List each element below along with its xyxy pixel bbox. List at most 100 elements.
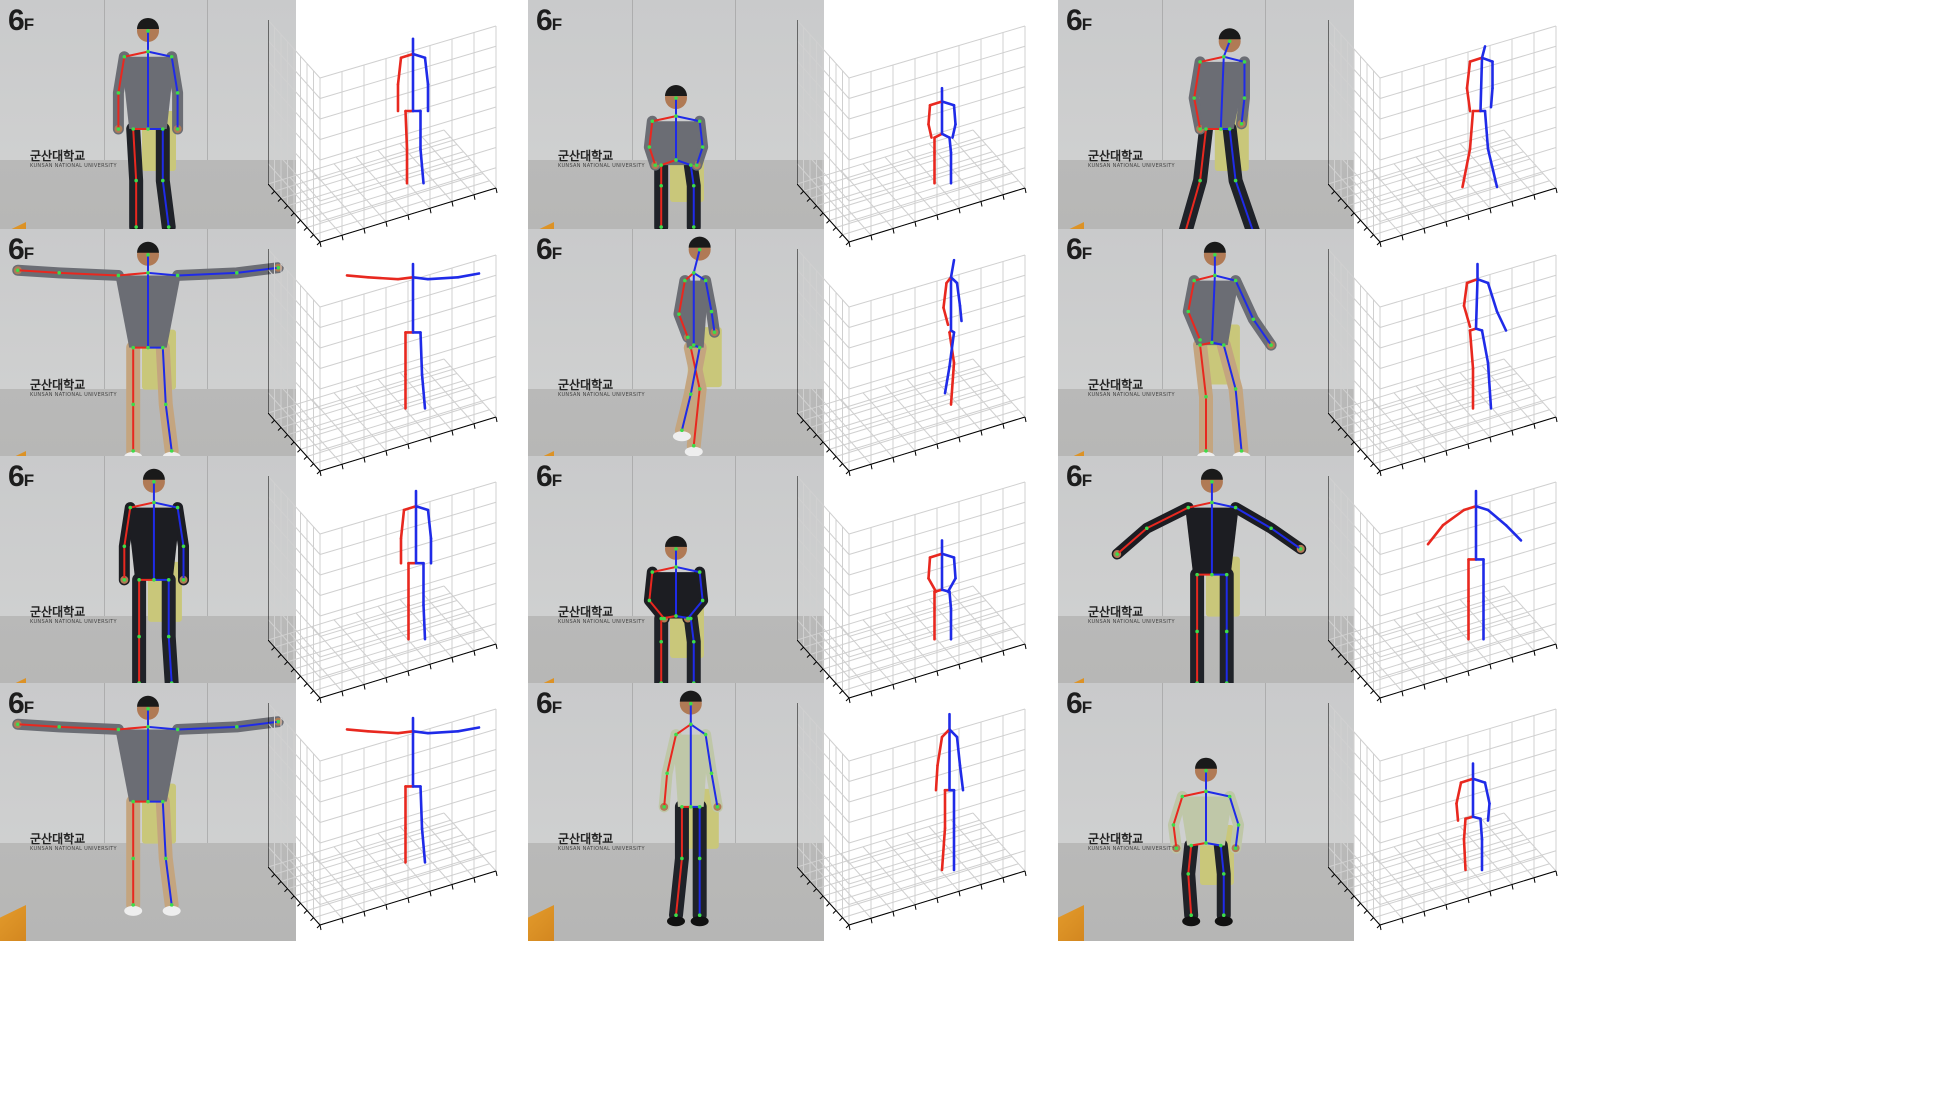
keypoint-dot — [123, 545, 127, 549]
keypoint-dot — [1198, 127, 1202, 131]
axis-tick — [959, 664, 960, 669]
floor-sign: 6F — [536, 6, 561, 40]
skeleton-3d-bone — [458, 274, 479, 278]
grid — [268, 703, 496, 925]
keypoint-dot — [1222, 343, 1226, 347]
skeleton-3d-bone — [406, 111, 408, 149]
axis-tick — [1345, 662, 1348, 665]
pose-3d-panel — [1328, 6, 1624, 264]
axis-tick — [833, 228, 836, 231]
skeleton-3d-bone — [428, 277, 458, 279]
axis-tick — [298, 676, 301, 679]
axis-tick — [1332, 191, 1335, 194]
keypoint-dot — [57, 271, 61, 275]
axis-tick — [430, 664, 431, 669]
pose-3d-panel — [268, 235, 564, 493]
axis-tick — [1424, 229, 1425, 234]
keypoint-dot — [1234, 387, 1238, 391]
keypoint-dot — [1225, 630, 1229, 634]
skeleton-3d-bone — [416, 506, 428, 510]
axis-tick — [1468, 898, 1469, 903]
person-hair — [137, 696, 159, 707]
keypoint-dot — [134, 179, 138, 183]
keypoint-dot — [137, 578, 141, 582]
keypoint-dot — [176, 91, 180, 95]
keypoint-dot — [710, 310, 714, 314]
axis-tick — [1358, 903, 1361, 906]
axis-tick — [474, 878, 475, 883]
skeleton-3d-bone — [944, 308, 949, 325]
pose-3d-plot — [268, 462, 564, 720]
keypoint-dot — [653, 163, 657, 167]
keypoint-dot — [146, 50, 150, 54]
person-photo: 6F 군산대학교 KUNSAN NATIONAL UNIVERSITY — [1058, 683, 1354, 941]
axis-tick — [959, 437, 960, 442]
axis-tick — [386, 905, 387, 910]
floor-sign: 6F — [8, 6, 33, 40]
skeleton-3d-bone — [422, 828, 425, 862]
axis-tick — [452, 431, 453, 436]
person-photo-graphic — [528, 0, 824, 258]
axis-tick — [278, 428, 281, 431]
keypoint-dot — [1240, 122, 1244, 126]
university-logo-subtitle: KUNSAN NATIONAL UNIVERSITY — [558, 163, 645, 169]
keypoint-dot — [1204, 841, 1208, 845]
axis-tick — [893, 912, 894, 917]
axis-tick — [430, 891, 431, 896]
keypoint-dot — [674, 547, 678, 551]
keypoint-dot — [117, 274, 121, 278]
floor-sign-letter: F — [552, 244, 561, 263]
keypoint-dot — [710, 772, 714, 776]
keypoint-dot — [686, 336, 690, 340]
axis-tick — [278, 655, 281, 658]
person-hair — [143, 469, 165, 480]
skeleton-3d-bone — [398, 277, 413, 279]
grid — [1328, 703, 1556, 925]
floor-sign-number: 6 — [1066, 233, 1082, 266]
skeleton-3d-bone — [368, 731, 398, 733]
axis-tick — [1424, 912, 1425, 917]
axis-tick — [814, 206, 817, 209]
keypoint-dot — [1222, 872, 1226, 876]
keypoint-dot — [131, 903, 135, 907]
axis-tick — [496, 871, 497, 876]
keypoint-dot — [1195, 630, 1199, 634]
axis-tick — [304, 911, 307, 914]
keypoint-dot — [716, 805, 720, 809]
skeleton-3d-bone — [936, 766, 938, 791]
axis-tick — [1468, 215, 1469, 220]
axis-tick — [820, 896, 823, 899]
axis-tick — [1490, 664, 1491, 669]
keypoint-dot — [146, 253, 150, 257]
keypoint-dot — [137, 635, 141, 639]
keypoint-dot — [665, 772, 669, 776]
keypoint-dot — [146, 346, 150, 350]
axis-tick — [1468, 444, 1469, 449]
keypoint-dot — [235, 271, 239, 275]
floor-sign-number: 6 — [8, 687, 24, 720]
skeleton-3d-bone — [1481, 819, 1483, 840]
skeleton-overlay-bone — [676, 724, 691, 734]
axis-tick — [801, 191, 804, 194]
keypoint-dot — [131, 346, 135, 350]
keypoint-dot — [146, 725, 150, 729]
floor-sign-number: 6 — [8, 4, 24, 37]
axis-tick — [915, 905, 916, 910]
keypoint-dot — [167, 635, 171, 639]
skeleton-3d-bone — [347, 275, 368, 277]
person-shoe — [1215, 916, 1233, 926]
person-photo: 6F 군산대학교 KUNSAN NATIONAL UNIVERSITY — [528, 0, 824, 258]
axis-tick — [801, 647, 804, 650]
university-logo-subtitle: KUNSAN NATIONAL UNIVERSITY — [30, 163, 117, 169]
keypoint-dot — [680, 428, 684, 432]
axis-tick — [1490, 208, 1491, 213]
person-photo: 6F 군산대학교 KUNSAN NATIONAL UNIVERSITY — [528, 229, 824, 487]
university-logo: 군산대학교 — [558, 379, 613, 391]
keypoint-dot — [167, 578, 171, 582]
grid — [1328, 20, 1556, 242]
axis-tick — [474, 424, 475, 429]
axis-tick — [272, 420, 275, 423]
keypoint-dot — [1252, 318, 1256, 322]
person-photo-graphic — [1058, 456, 1354, 714]
skeleton-3d-bone — [1485, 111, 1488, 149]
